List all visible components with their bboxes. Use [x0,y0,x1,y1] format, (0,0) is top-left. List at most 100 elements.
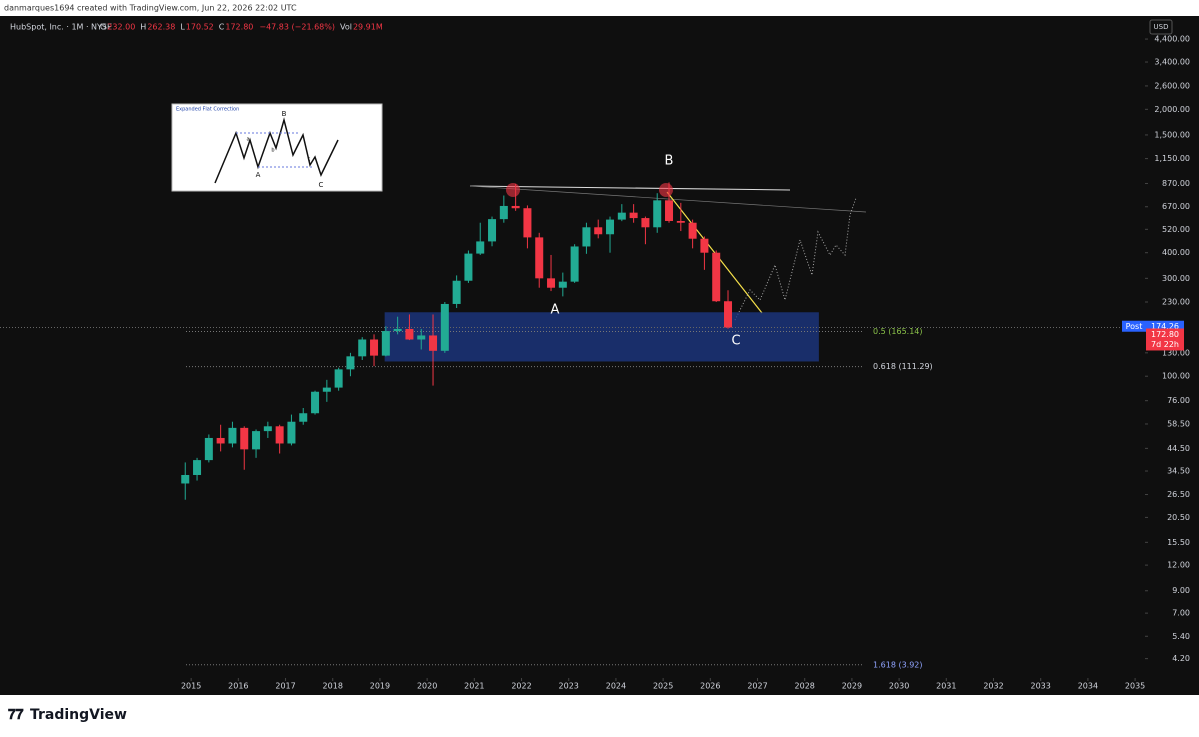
y-tick-label: 520.00 [1162,225,1190,234]
candle-body [547,278,556,288]
y-tick-label: 2,600.00 [1154,81,1190,90]
candle-body [712,252,721,302]
y-tick-label: 4,400.00 [1154,35,1190,44]
fib-label: 0.5 (165.14) [873,327,923,336]
x-tick-label: 2028 [795,682,815,691]
currency: USD [1154,23,1169,31]
y-tick-label: 300.00 [1162,274,1190,283]
candle-body [511,205,520,209]
candle-body [582,227,591,247]
fib-label: 1.618 (3.92) [873,660,923,669]
candle-body [641,218,650,228]
x-tick-label: 2016 [228,682,248,691]
countdown: 7d 22h [1151,340,1179,349]
legend-value: 29.91M [353,23,383,32]
footer-bg [0,695,1199,733]
y-tick-label: 1,150.00 [1154,154,1190,163]
candle-body [440,303,449,351]
y-tick-label: 100.00 [1162,372,1190,381]
legend-key: H [140,23,146,32]
x-tick-label: 2025 [653,682,673,691]
x-tick-label: 2024 [606,682,626,691]
y-tick-label: 670.00 [1162,202,1190,211]
candle-body [464,253,473,281]
candle-body [688,222,697,239]
post-tag-bg [1122,320,1146,332]
post-tag: Post [1126,322,1143,331]
legend-key: Vol [340,23,352,32]
zone [384,312,819,362]
candle-body [204,437,213,461]
post-price: 174.26 [1151,322,1179,331]
inset-label: A [256,171,261,179]
candle-body [629,212,638,219]
candle-body [570,246,579,282]
y-tick-label: 76.00 [1167,396,1190,405]
wave-label: B [665,154,674,169]
legend-value: 232.00 [107,23,135,32]
y-tick-label: 20.50 [1167,513,1190,522]
y-tick-label: 3,400.00 [1154,58,1190,67]
y-tick-label: 400.00 [1162,248,1190,257]
x-tick-label: 2034 [1078,682,1098,691]
brand-logo: 𝟕𝟕 [8,707,24,723]
y-tick-label: 1,500.00 [1154,130,1190,139]
y-tick-label: 44.50 [1167,444,1190,453]
x-tick-label: 2020 [417,682,437,691]
candle-body [488,219,497,242]
wave-label: A [551,303,560,318]
x-tick-label: 2033 [1031,682,1051,691]
candle-body [263,426,272,432]
candle-body [606,219,615,235]
x-tick-label: 2035 [1125,682,1145,691]
y-tick-label: 7.00 [1172,609,1190,618]
y-tick-label: 34.50 [1167,467,1190,476]
x-tick-label: 2019 [370,682,390,691]
y-tick-label: 12.00 [1167,561,1190,570]
candle-body [358,339,367,357]
candle-body [452,280,461,304]
legend-value: 170.52 [186,23,214,32]
candle-body [275,426,284,444]
inset-bg [171,103,383,192]
x-tick-label: 2032 [983,682,1003,691]
candle-body [334,369,343,388]
x-tick-label: 2017 [275,682,295,691]
legend-key: O [100,23,106,32]
y-tick-label: 9.00 [1172,586,1190,595]
x-tick-label: 2015 [181,682,201,691]
candle-body [417,335,426,340]
candle-body [653,200,662,228]
x-tick-label: 2026 [700,682,720,691]
candle-body [216,437,225,444]
brand: TradingView [30,707,127,723]
peak-marker [659,183,673,197]
candle-body [700,238,709,253]
x-tick-label: 2027 [747,682,767,691]
projection [734,197,857,321]
inset-label: b [271,148,274,154]
y-tick-label: 4.20 [1172,654,1190,663]
fib-label: 0.618 (111.29) [873,362,933,371]
candle-body [594,227,603,235]
candle-body [228,427,237,444]
y-tick-label: 15.50 [1167,538,1190,547]
trend-line [469,185,791,191]
legend-value: −47.83 (−21.68%) [259,23,335,32]
x-tick-label: 2023 [559,682,579,691]
candle-body [181,474,190,484]
x-tick-label: 2021 [464,682,484,691]
x-tick-label: 2018 [323,682,343,691]
inset-label: C [319,181,324,189]
candle-body [311,391,320,414]
x-tick-label: 2031 [936,682,956,691]
last-price: 172.80 [1151,330,1179,339]
y-tick-label: 5.40 [1172,632,1190,641]
currency-box [1149,19,1173,35]
trend-line [666,191,763,314]
inset-wave [214,117,339,184]
y-tick-label: 58.50 [1167,419,1190,428]
candle-body [535,237,544,279]
candle-body [405,328,414,340]
